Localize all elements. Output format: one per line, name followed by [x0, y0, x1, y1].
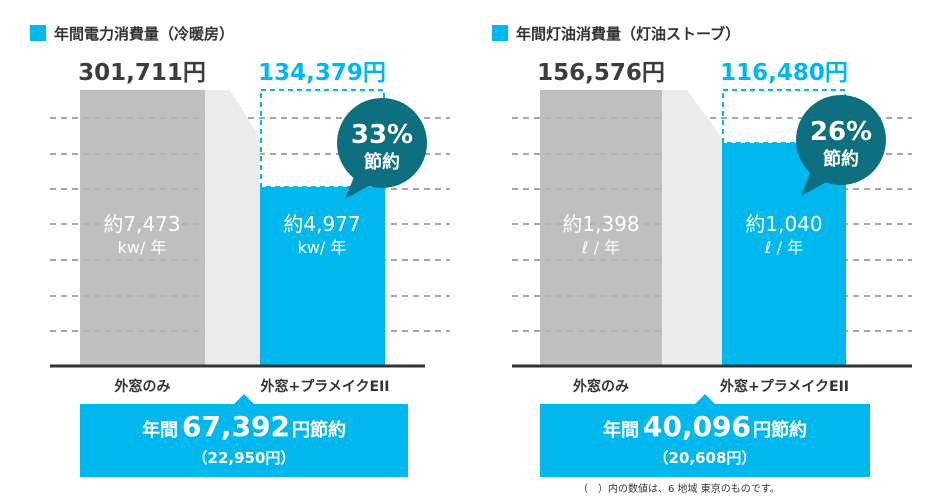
unit-label-baseline: kw/ 年: [118, 238, 167, 257]
bubble-percent: 33%: [351, 120, 413, 150]
cost-label-improved: 116,480円: [720, 60, 848, 86]
savings-main-line: 年間 40,096 円節約: [603, 413, 807, 441]
bubble-percent: 26%: [810, 117, 872, 147]
savings-amount: 40,096: [642, 410, 752, 443]
bubble-circle: [337, 98, 427, 188]
annual-savings-box: 年間 40,096 円節約 （20,608円）: [540, 394, 870, 477]
value-label-improved: 約4,977: [283, 212, 360, 236]
bubble-tail: [801, 168, 830, 196]
savings-suffix: 円節約: [292, 420, 347, 441]
bar-baseline: [80, 90, 205, 366]
value-label-baseline: 約1,398: [562, 212, 639, 236]
chart-title: 年間電力消費量（冷暖房）: [30, 22, 234, 44]
savings-suffix: 円節約: [753, 420, 808, 441]
bubble-tail: [345, 172, 372, 199]
savings-tokyo-value: （20,608円）: [653, 449, 757, 467]
annual-savings-box: 年間 67,392 円節約 （22,950円）: [80, 394, 408, 477]
cost-label-improved: 134,379円: [258, 60, 386, 86]
cost-label-baseline: 156,576円: [537, 60, 665, 86]
chart-title: 年間灯油消費量（灯油ストーブ）: [492, 22, 740, 44]
connector-shadow: [662, 90, 722, 366]
savings-percent-bubble: 33% 節約: [337, 98, 427, 199]
category-label-improved: 外窓+プラメイクEII: [719, 379, 849, 395]
category-label-baseline: 外窓のみ: [114, 379, 171, 395]
bubble-circle: [796, 95, 886, 185]
savings-amount: 67,392: [181, 410, 291, 443]
unit-label-baseline: ℓ / 年: [581, 238, 620, 257]
electricity-chart-panel: 年間電力消費量（冷暖房） 301,711円 134,379円 約7,473 kw…: [30, 0, 470, 500]
kerosene-bar-chart: 156,576円 116,480円 約1,398 ℓ / 年 約1,040 ℓ …: [512, 60, 912, 368]
value-label-baseline: 約7,473: [103, 212, 180, 236]
category-label-baseline: 外窓のみ: [573, 379, 629, 395]
savings-prefix: 年間: [141, 420, 178, 441]
savings-percent-bubble: 26% 節約: [796, 95, 886, 196]
category-label-improved: 外窓+プラメイクEII: [260, 379, 390, 395]
connector-shadow: [205, 90, 260, 366]
savings-tokyo-value: （22,950円）: [192, 449, 296, 467]
cost-label-baseline: 301,711円: [78, 60, 206, 86]
unit-label-improved: kw/ 年: [298, 238, 347, 257]
footnote: （ ）内の数値は、6 地域 東京のものです。: [578, 484, 780, 495]
title-marker-icon: [492, 25, 508, 41]
bubble-text: 節約: [364, 151, 400, 173]
electricity-bar-chart: 301,711円 134,379円 約7,473 kw/ 年 約4,977 kw…: [50, 60, 450, 368]
savings-prefix: 年間: [602, 420, 639, 441]
unit-label-improved: ℓ / 年: [764, 238, 803, 257]
bar-improved: [260, 187, 385, 366]
value-label-improved: 約1,040: [745, 212, 822, 236]
chart-title-text: 年間電力消費量（冷暖房）: [54, 24, 235, 43]
bar-baseline: [540, 90, 662, 366]
savings-main-line: 年間 67,392 円節約: [142, 413, 346, 441]
bubble-text: 節約: [823, 148, 859, 170]
title-marker-icon: [30, 25, 46, 41]
chart-title-text: 年間灯油消費量（灯油ストーブ）: [516, 24, 741, 43]
kerosene-chart-panel: 年間灯油消費量（灯油ストーブ） 156,576円 116,480円 約1,398…: [492, 0, 932, 500]
